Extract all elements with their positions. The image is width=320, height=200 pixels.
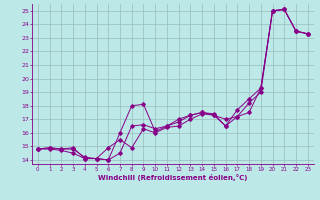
X-axis label: Windchill (Refroidissement éolien,°C): Windchill (Refroidissement éolien,°C) — [98, 174, 247, 181]
